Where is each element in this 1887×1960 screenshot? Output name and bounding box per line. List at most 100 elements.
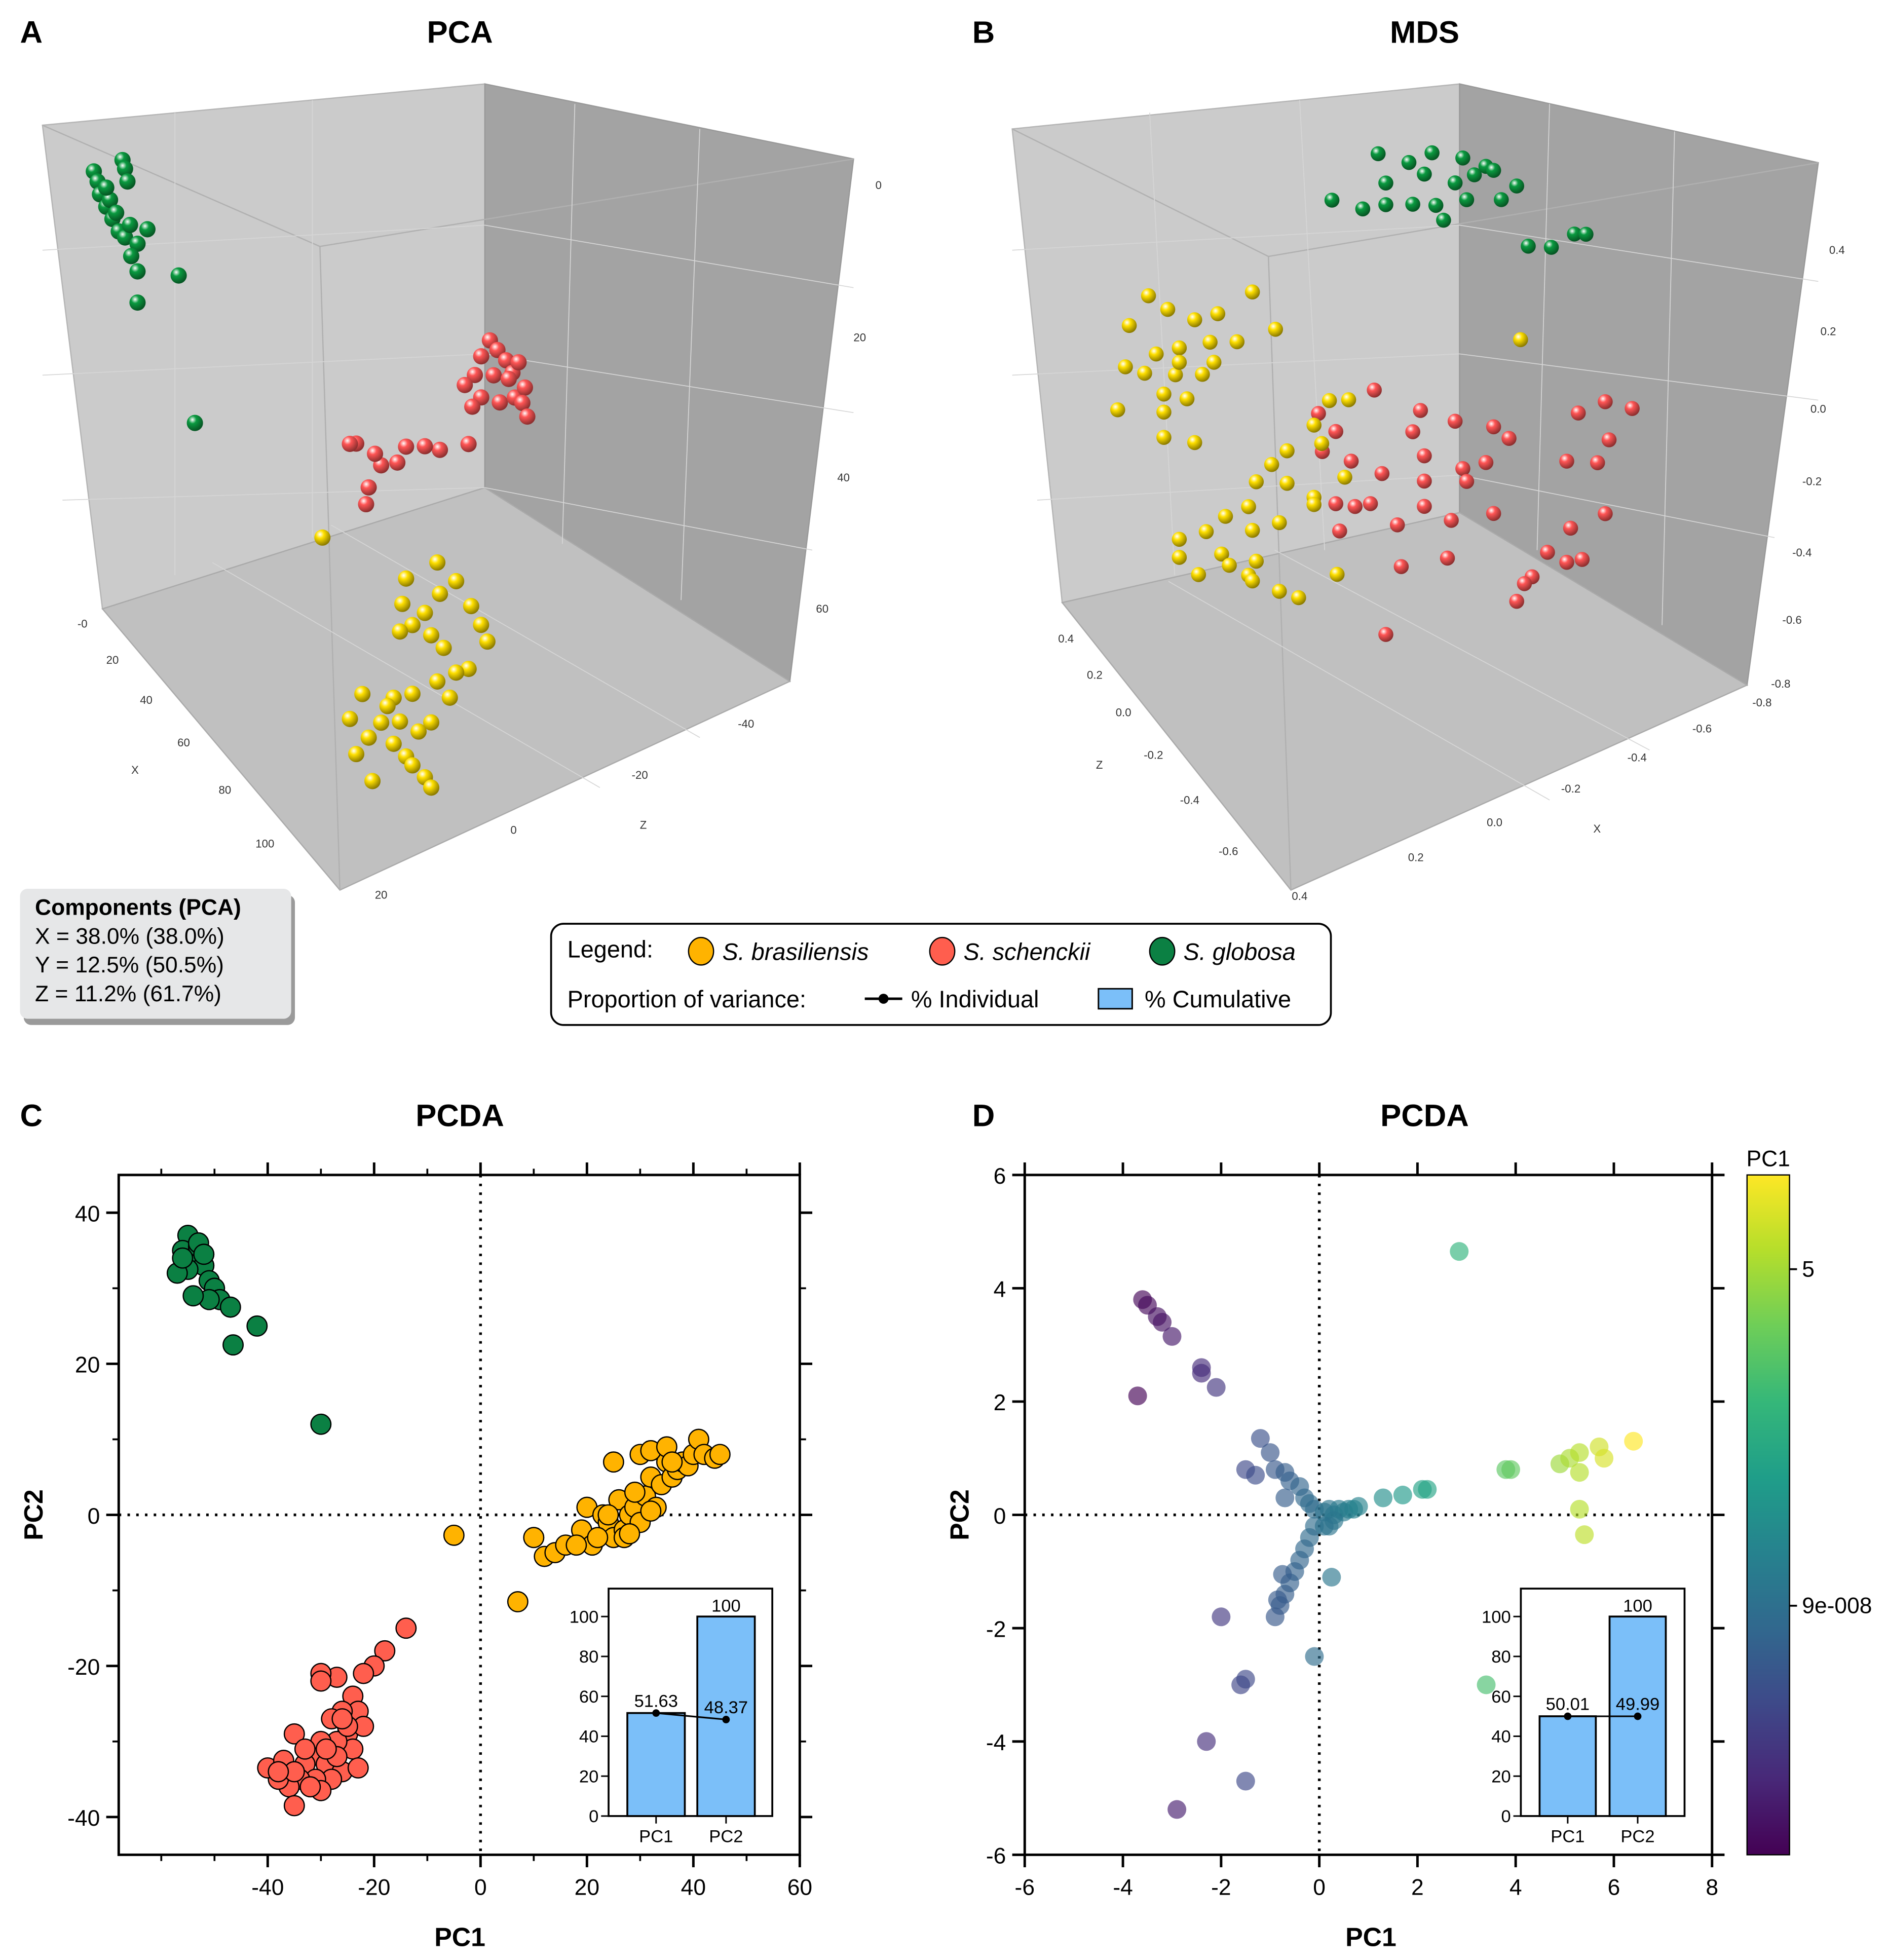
data-point [268,1761,289,1783]
data-point [1624,1431,1643,1451]
data-point [1167,1800,1187,1819]
y-tick-label: -0.4 [1792,546,1811,559]
data-point [523,1527,545,1549]
data-point [1328,496,1343,511]
colorbar: 5 9e-008 [1746,1174,1872,1856]
inset-y-tick-label: 60 [579,1687,598,1707]
panel-title-pcda-d: PCDA [1380,1099,1469,1134]
y-tick-label: 40 [837,471,850,484]
x-tick-label: 6 [1608,1875,1620,1900]
data-point [464,398,481,415]
data-point [1128,1386,1147,1406]
series-s-globosa [86,152,203,431]
data-point [1501,1460,1520,1479]
data-point [565,1534,587,1556]
data-point [1229,334,1245,350]
data-point [1322,393,1337,408]
data-point [1148,346,1164,362]
data-point [310,1413,332,1435]
data-point [1328,424,1343,439]
data-point [331,1708,353,1729]
data-point [1273,1565,1292,1584]
data-point [1601,432,1617,447]
colorbar-label: PC1 [1747,1146,1790,1171]
series-s-brasiliensis [443,1428,731,1612]
data-point [1291,590,1306,606]
x-tick-label: 8 [1706,1875,1718,1900]
data-point [1486,506,1501,521]
colorbar-gradient [1746,1174,1790,1856]
data-point [1244,522,1260,538]
y-tick-label: 0.0 [1810,402,1826,415]
x-tick-label: 100 [255,838,274,850]
data-point [423,779,440,796]
data-point [1378,627,1393,642]
inset-y-tick-label: 40 [579,1727,598,1747]
data-point [358,496,374,513]
y-tick-label: 0 [994,1504,1006,1529]
data-point [139,221,156,238]
data-point [1459,192,1475,207]
gridline [484,353,854,413]
inset-x-tick-label: PC1 [1551,1827,1584,1846]
inset-y-tick-label: 20 [1491,1767,1511,1786]
panel-letter-c: C [20,1099,43,1134]
inset-y-tick-label: 80 [579,1647,598,1667]
data-point [1349,1497,1368,1516]
data-point [1559,554,1574,570]
data-point [360,729,377,746]
data-point [435,639,452,656]
data-point [441,689,458,706]
gridline [1459,474,1775,538]
data-point [1121,318,1137,333]
data-point [1401,155,1417,170]
x-tick-label: -0 [78,618,88,630]
gridline [1662,131,1675,625]
data-point [1162,1327,1182,1346]
individual-point [1634,1712,1642,1720]
y-tick-label: 60 [816,602,828,615]
data-point [1251,1429,1270,1448]
data-point [1187,312,1202,327]
data-point [1246,1465,1265,1485]
data-point [314,529,331,546]
data-point [467,367,483,384]
x-tick-label: 40 [681,1875,706,1900]
gridline [1149,112,1176,575]
data-point [507,1591,529,1612]
data-point [640,1500,662,1522]
colorbar-tick-label: 5 [1802,1257,1815,1281]
data-point [1417,473,1432,489]
variance-inset: 0 20 40 60 80 100 PC1 PC2 100 51.63 48.37 [570,1588,773,1846]
series-s-brasiliensis [314,529,496,796]
inset-y-tick-label: 60 [1491,1687,1511,1707]
gridline [62,487,485,501]
gridline [42,353,485,376]
data-point [374,1640,396,1662]
data-point [392,623,408,640]
mds-floor [1061,512,1749,891]
c-x-axis-label: PC1 [434,1922,485,1951]
data-point [1389,517,1405,533]
data-point [385,735,402,752]
data-point [457,376,473,393]
data-point [1179,391,1195,406]
data-point [354,686,371,702]
gridline [212,562,600,788]
data-point [500,370,517,387]
data-point [364,773,381,789]
c-y-axis-label: PC2 [19,1489,48,1540]
data-point [1264,457,1279,472]
data-point [1206,355,1222,370]
y-tick-label: -40 [67,1806,100,1831]
individual-value-label: 48.37 [704,1698,748,1717]
gridline [42,224,485,251]
data-point [398,570,414,587]
data-point [342,435,358,453]
data-point [1574,552,1590,567]
data-point [283,1723,305,1745]
points [1128,1242,1643,1819]
data-point [1265,1607,1285,1627]
data-point [417,605,433,621]
data-point [1118,359,1133,374]
